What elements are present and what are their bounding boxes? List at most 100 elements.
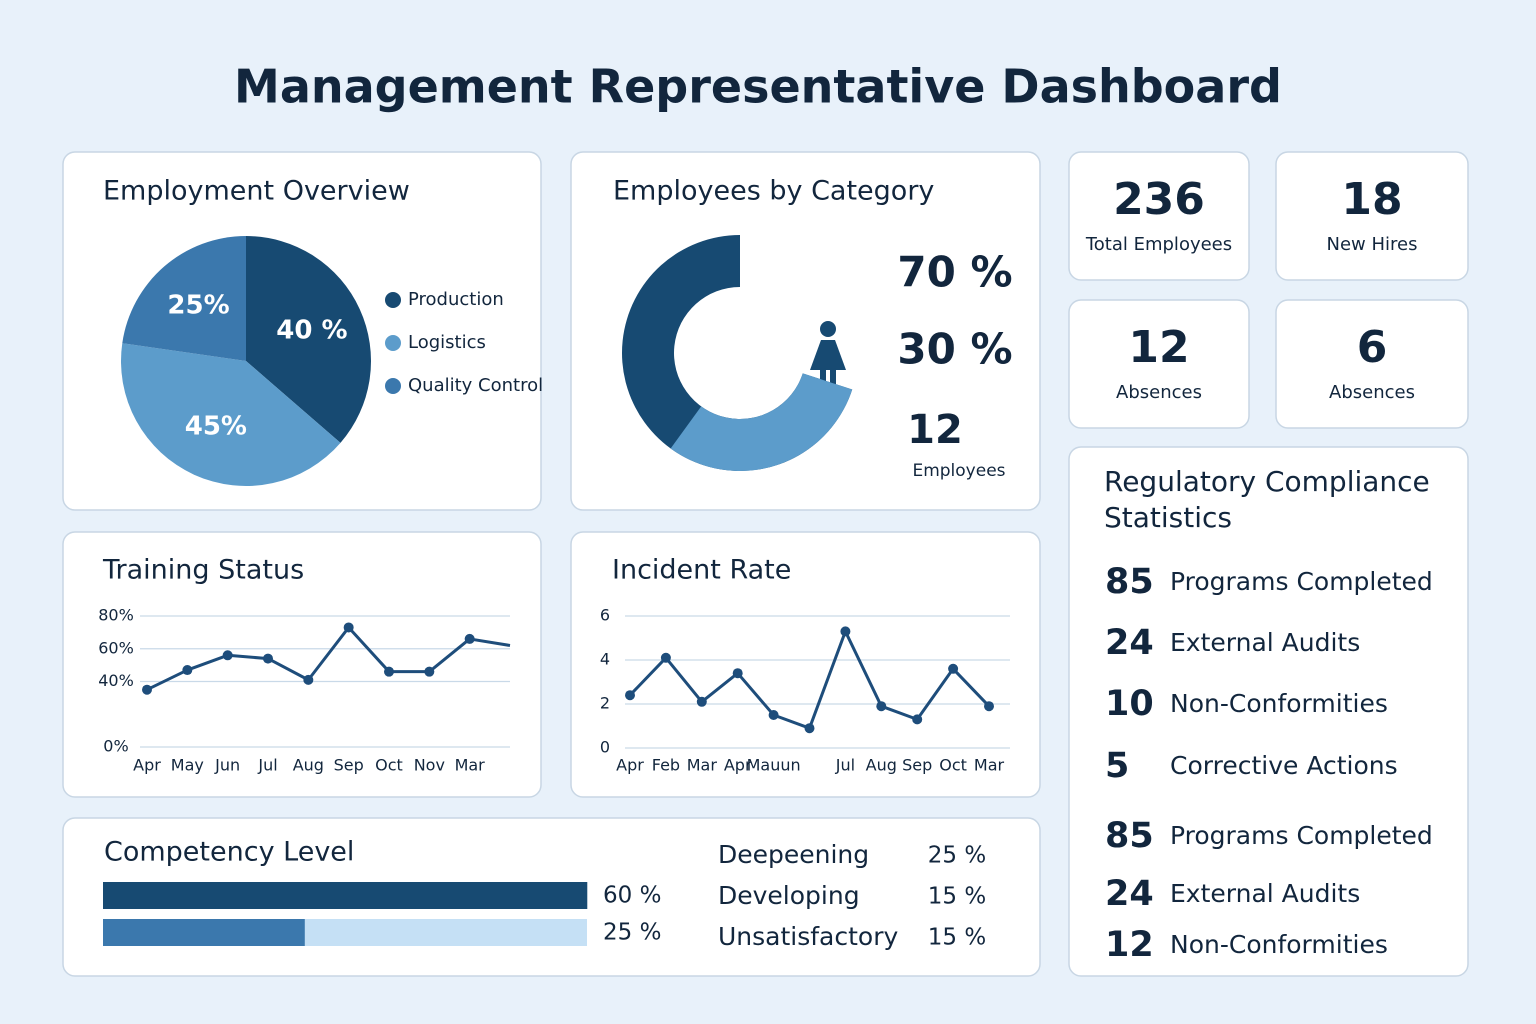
card-label: Total Employees — [1085, 234, 1232, 255]
pie-slice — [120, 343, 341, 487]
x-tick-label: Mauun — [747, 756, 801, 775]
y-tick-label: 80% — [98, 606, 134, 625]
compliance-value: 85 — [1105, 816, 1154, 856]
stat-card — [1068, 151, 1250, 281]
x-tick-label: Feb — [652, 756, 680, 775]
x-tick-label: Apr — [724, 756, 752, 775]
pie-slice — [122, 236, 246, 361]
donut-value-label: 70 % — [897, 248, 1012, 297]
x-tick-label: Oct — [375, 756, 403, 775]
y-tick-label: 40% — [98, 671, 134, 690]
compliance-label: Programs Completed — [1170, 821, 1433, 850]
y-tick-label: 2 — [600, 694, 610, 713]
legend-swatch — [385, 335, 401, 351]
card-value: 12 — [1128, 322, 1189, 373]
level-name: Unsatisfactory — [718, 922, 899, 951]
line-point — [464, 633, 475, 644]
x-tick-label: Jul — [257, 756, 277, 775]
level-value: 15 % — [928, 925, 986, 951]
line-point — [804, 723, 815, 734]
line-point — [263, 653, 273, 664]
line-point — [732, 668, 743, 679]
stat-card — [1068, 299, 1250, 429]
x-tick-label: Mar — [455, 756, 486, 775]
legend-label: Logistics — [408, 332, 486, 353]
dashboard-title: Management Representative Dashboard — [234, 60, 1282, 114]
stat-card — [1275, 299, 1469, 429]
line-point — [142, 684, 152, 695]
panel — [62, 531, 542, 798]
line-point — [948, 663, 959, 674]
panel-title: Competency Level — [104, 837, 354, 868]
compliance-value: 10 — [1105, 684, 1154, 724]
x-tick-label: May — [171, 756, 204, 775]
level-value: 25 % — [928, 843, 986, 869]
level-name: Developing — [718, 881, 860, 910]
panel — [1068, 446, 1469, 977]
female-icon — [810, 321, 846, 386]
panel-title: Employees by Category — [613, 176, 934, 207]
line-point — [768, 710, 779, 720]
legend-label: Quality Control — [408, 375, 543, 396]
compliance-label: Corrective Actions — [1170, 751, 1398, 780]
y-tick-label: 6 — [600, 606, 610, 625]
donut-value-label: 30 % — [897, 325, 1012, 374]
donut-segment — [670, 373, 853, 471]
compliance-value: 12 — [1105, 925, 1154, 965]
line-point — [182, 665, 193, 676]
card-value: 6 — [1357, 322, 1388, 373]
compliance-label: Non-Conformities — [1170, 930, 1388, 959]
stat-card — [1275, 151, 1469, 281]
x-tick-label: Aug — [293, 756, 324, 775]
pie-slice — [246, 236, 371, 443]
bar-value-label: 25 % — [603, 920, 661, 946]
line-point — [912, 714, 923, 725]
x-tick-label: Mar — [974, 756, 1005, 775]
panel — [570, 531, 1041, 798]
compliance-title-box: Regulatory Compliance Statistics — [1104, 465, 1430, 535]
card-label: Absences — [1116, 382, 1202, 403]
line-point — [303, 674, 314, 685]
x-tick-label: Aug — [866, 756, 897, 775]
line-point — [840, 626, 851, 637]
x-tick-label: Apr — [616, 756, 644, 775]
x-tick-label: Oct — [939, 756, 967, 775]
level-value: 15 % — [928, 884, 986, 910]
slice-label: 25% — [167, 291, 229, 321]
x-tick-label: Mar — [687, 756, 718, 775]
line-point — [343, 622, 354, 633]
compliance-label: External Audits — [1170, 879, 1360, 908]
x-tick-label: Apr — [133, 756, 161, 775]
compliance-value: 5 — [1105, 746, 1129, 786]
legend-label: Production — [408, 289, 504, 310]
count-value: 12 — [907, 407, 963, 453]
line-path — [146, 625, 511, 692]
card-label: New Hires — [1327, 234, 1418, 255]
bar — [103, 882, 588, 909]
compliance-title: Regulatory Compliance Statistics — [1104, 465, 1430, 535]
compliance-label: External Audits — [1170, 628, 1360, 657]
line-point — [424, 666, 435, 677]
y-tick-label: 0 — [600, 738, 610, 757]
x-tick-label: Sep — [334, 756, 364, 775]
card-value: 236 — [1113, 174, 1205, 225]
card-value: 18 — [1341, 174, 1402, 225]
y-tick-label: 60% — [98, 638, 134, 657]
bar — [103, 919, 305, 946]
x-tick-label: Jun — [214, 756, 240, 775]
panel-title: Training Status — [102, 555, 304, 586]
line-point — [984, 701, 994, 712]
slice-label: 45% — [185, 411, 247, 441]
bar-value-label: 60 % — [603, 883, 661, 909]
line-point — [660, 652, 671, 663]
card-label: Absences — [1329, 382, 1415, 403]
x-tick-label: Jul — [835, 756, 855, 775]
x-tick-label: Sep — [902, 756, 932, 775]
line-point — [625, 690, 635, 701]
compliance-label: Programs Completed — [1170, 567, 1433, 596]
y-tick-label: 4 — [600, 650, 610, 669]
legend-swatch — [385, 378, 401, 394]
line-point — [222, 650, 233, 661]
